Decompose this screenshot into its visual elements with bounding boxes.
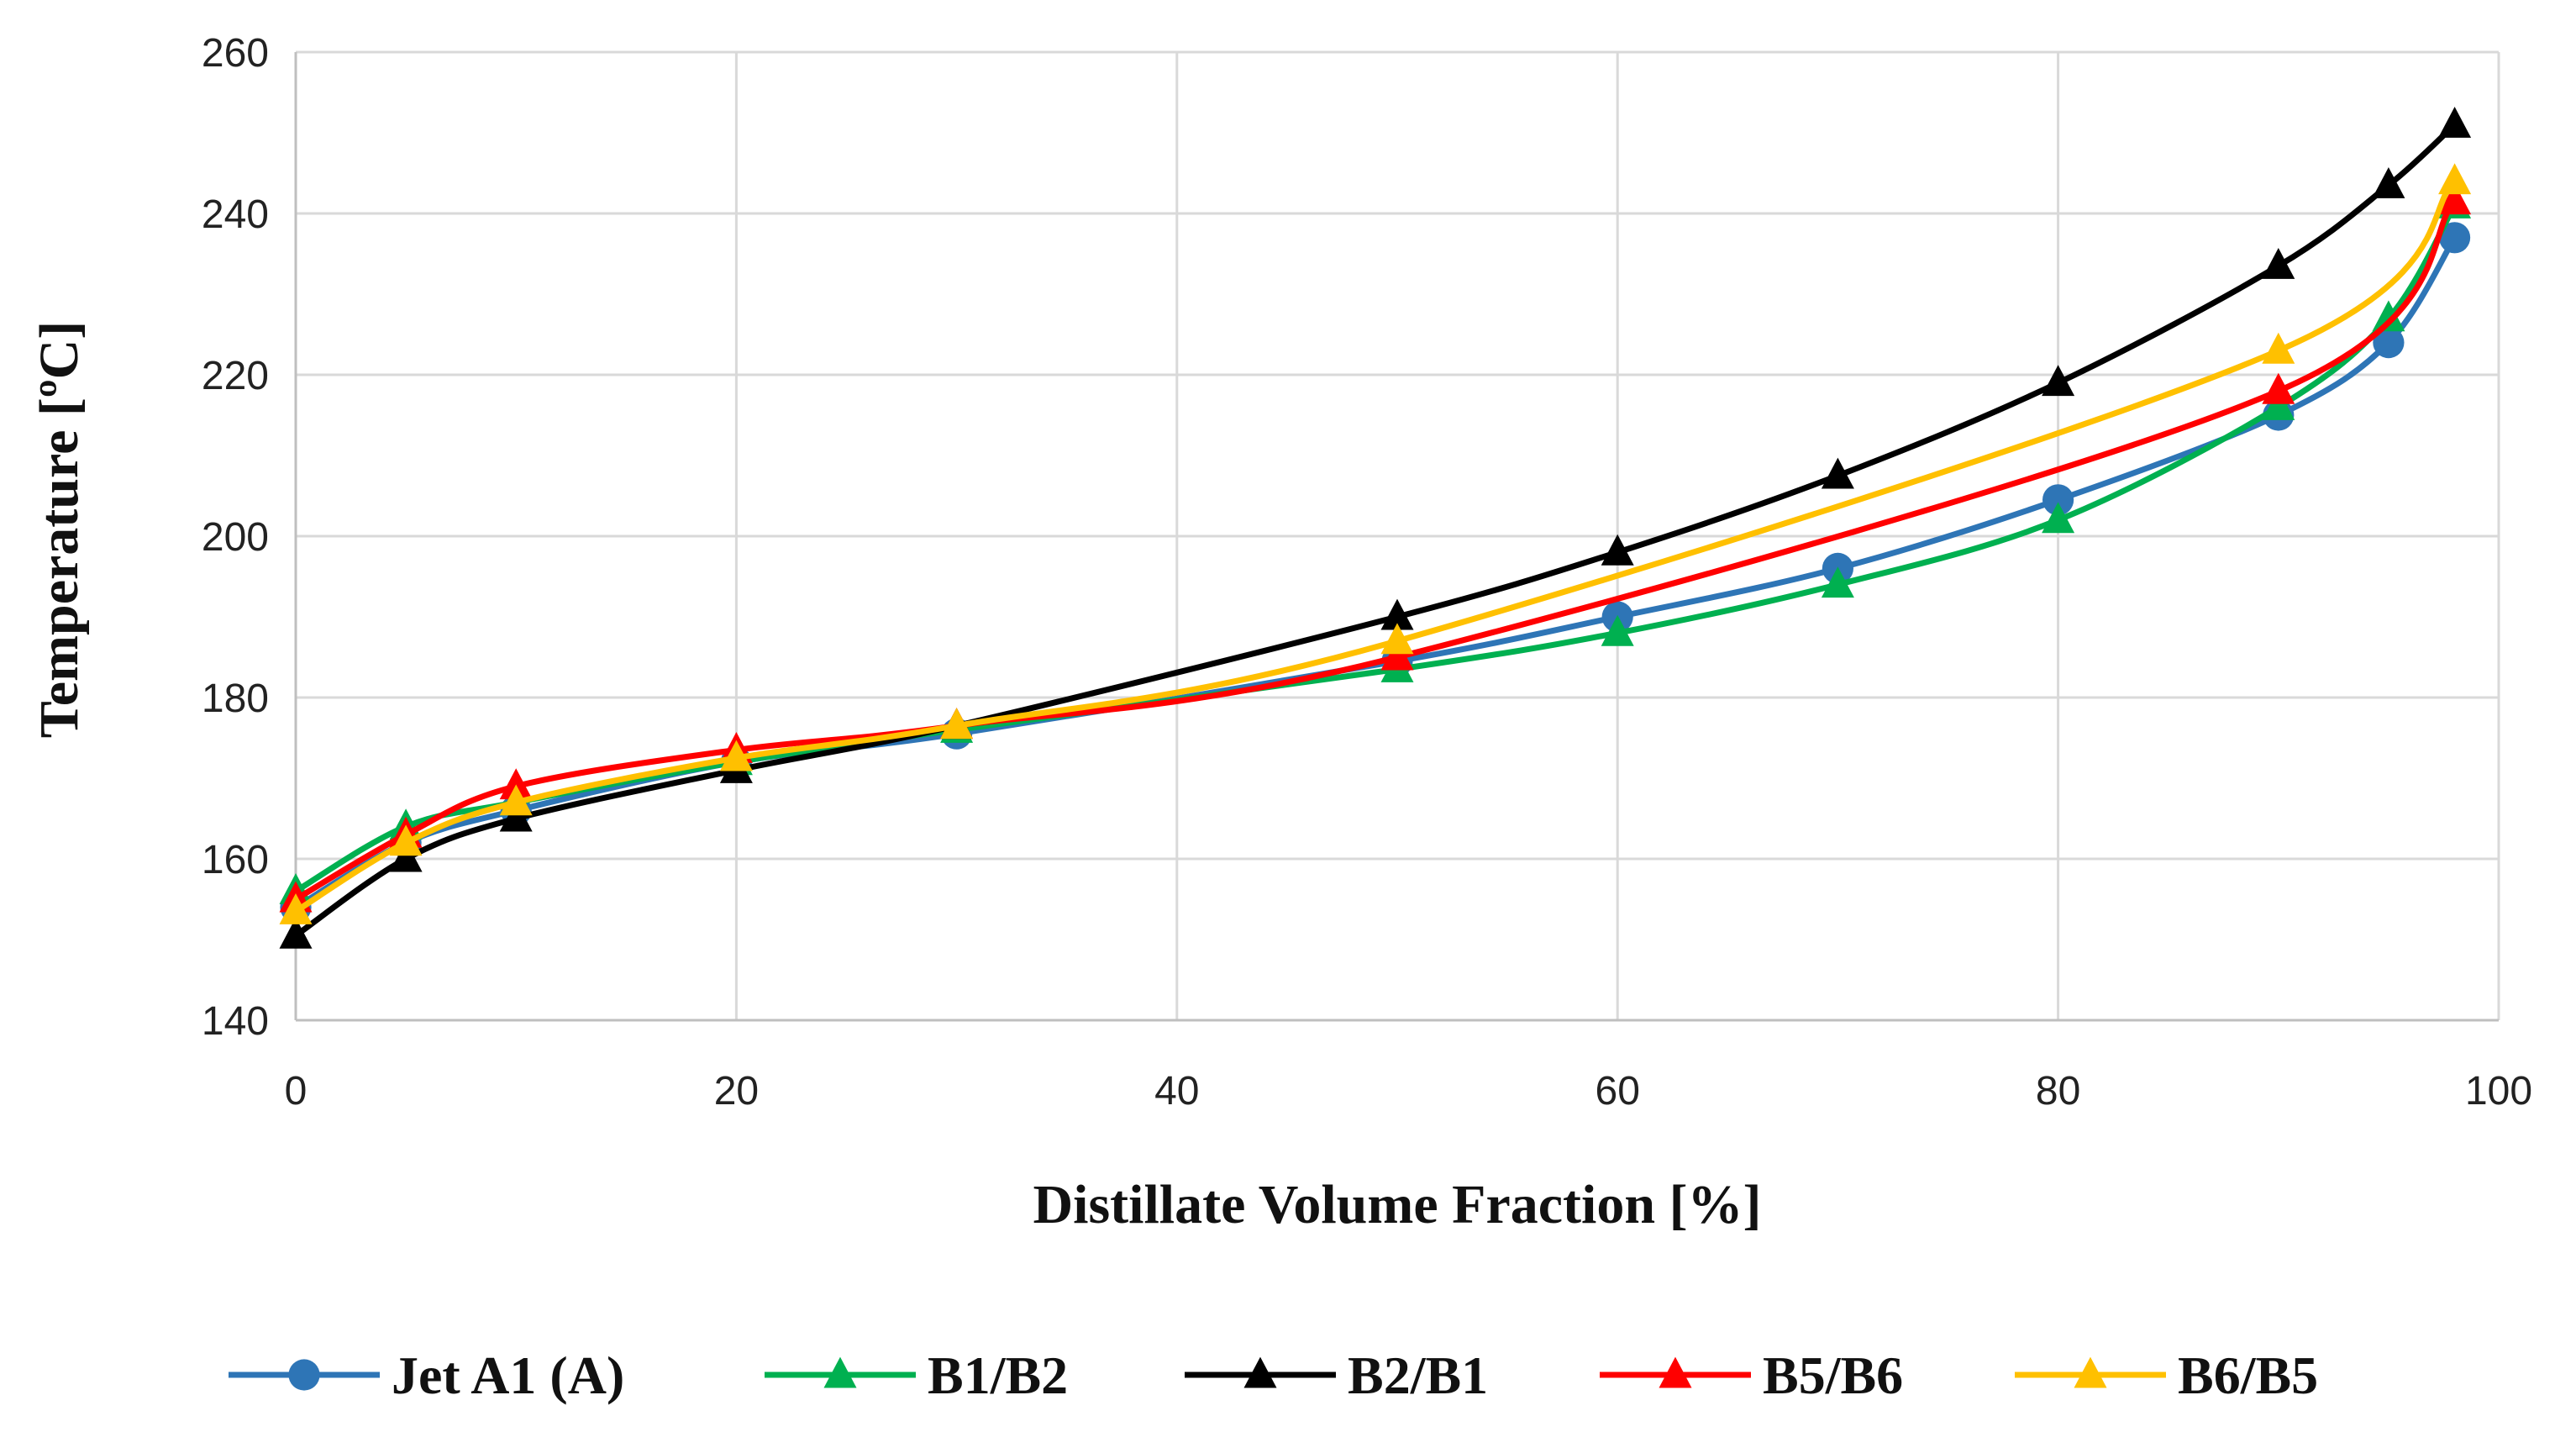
legend-marker-b2-b1 (1243, 1356, 1277, 1388)
legend-item-b6-b5: B6/B5 (2015, 1345, 2318, 1405)
data-point-b6-b5-90 (2262, 332, 2295, 364)
data-point-jet-a1-a-80 (2042, 484, 2074, 516)
series-group (279, 107, 2472, 949)
data-point-b2-b1-60 (1601, 534, 1634, 566)
data-point-jet-a1-a-98 (2438, 222, 2471, 254)
data-point-b1-b2-70 (1821, 566, 1854, 598)
legend-label-b1-b2: B1/B2 (928, 1345, 1068, 1405)
data-point-b6-b5-5 (389, 824, 423, 856)
x-tick-label-100: 100 (2465, 1069, 2532, 1113)
y-tick-label-160: 160 (202, 838, 269, 882)
data-point-b6-b5-30 (940, 708, 974, 740)
y-tick-label-140: 140 (202, 999, 269, 1044)
data-point-b2-b1-70 (1821, 457, 1854, 489)
legend-item-b2-b1: B2/B1 (1185, 1345, 1488, 1405)
x-tick-label-0: 0 (285, 1069, 308, 1113)
y-tick-label-180: 180 (202, 677, 269, 721)
legend: Jet A1 (A) B1/B2 B2/B1 B5/B6 B6/B5 (229, 1345, 2318, 1405)
data-point-b1-b2-95 (2372, 300, 2405, 332)
x-tick-label-60: 60 (1596, 1069, 1640, 1113)
legend-marker-b5-b6 (1659, 1356, 1692, 1388)
data-point-b5-b6-10 (499, 768, 533, 800)
y-axis-title: Temperature [ºC] (29, 321, 90, 739)
series-line-b5-b6 (292, 198, 2458, 903)
data-point-b2-b1-95 (2372, 167, 2405, 198)
series-line-jet-a1-a (292, 234, 2458, 911)
legend-item-b1-b2: B1/B2 (765, 1345, 1068, 1405)
data-point-b5-b6-90 (2262, 372, 2295, 404)
y-tick-label-240: 240 (202, 192, 269, 237)
legend-label-b6-b5: B6/B5 (2178, 1345, 2318, 1405)
data-point-b2-b1-50 (1380, 598, 1414, 630)
tick-labels: 140 160 180 200 220 240 260 0 20 40 60 80 100 (202, 31, 2532, 1113)
y-tick-label-200: 200 (202, 515, 269, 560)
axes (294, 52, 2499, 1022)
legend-label-jet-a1-a: Jet A1 (A) (392, 1345, 624, 1405)
y-tick-label-260: 260 (202, 31, 269, 76)
data-point-b2-b1-98 (2438, 107, 2472, 138)
x-tick-label-20: 20 (714, 1069, 759, 1113)
grid (296, 50, 2500, 1020)
data-point-b6-b5-98 (2438, 163, 2472, 195)
y-tick-label-220: 220 (202, 354, 269, 398)
legend-label-b5-b6: B5/B6 (1763, 1345, 1903, 1405)
data-point-b6-b5-10 (499, 784, 533, 816)
data-point-b2-b1-80 (2042, 365, 2075, 397)
data-point-b6-b5-20 (719, 740, 753, 771)
legend-marker-b6-b5 (2074, 1356, 2107, 1388)
legend-marker-b1-b2 (823, 1356, 857, 1388)
data-point-b5-b6-50 (1380, 639, 1414, 671)
legend-label-b2-b1: B2/B1 (1348, 1345, 1488, 1405)
x-tick-label-80: 80 (2036, 1069, 2080, 1113)
data-point-b2-b1-5 (389, 840, 423, 872)
data-point-b2-b1-90 (2262, 248, 2295, 279)
data-point-b2-b1-10 (499, 800, 533, 832)
series-b6-b5 (279, 163, 2472, 924)
data-point-b1-b2-80 (2042, 502, 2075, 534)
data-point-b5-b6-98 (2438, 183, 2472, 215)
series-line-b6-b5 (292, 178, 2458, 914)
legend-item-b5-b6: B5/B6 (1600, 1345, 1903, 1405)
data-point-b1-b2-60 (1601, 614, 1634, 646)
legend-marker-jet-a1-a (288, 1359, 320, 1391)
data-point-b2-b1-0 (279, 917, 313, 949)
data-point-b1-b2-90 (2262, 389, 2295, 420)
series-line-b2-b1 (292, 121, 2458, 939)
data-point-b6-b5-0 (279, 893, 313, 924)
data-point-b6-b5-50 (1380, 623, 1414, 655)
x-axis-title: Distillate Volume Fraction [%] (1033, 1174, 1761, 1235)
legend-item-jet-a1-a: Jet A1 (A) (229, 1345, 624, 1405)
x-tick-label-40: 40 (1154, 1069, 1199, 1113)
data-point-jet-a1-a-95 (2373, 327, 2405, 359)
